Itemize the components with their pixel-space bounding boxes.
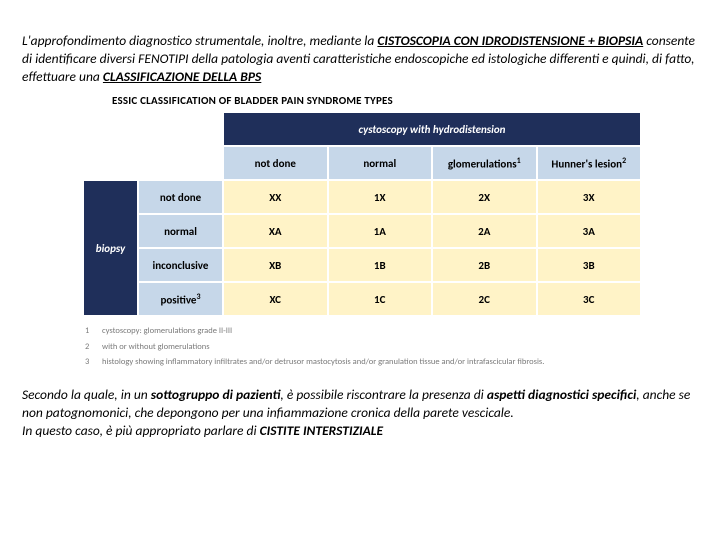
footnote-num: 3 (84, 356, 99, 369)
footnote-text: histology showing inflammatory infiltrat… (101, 356, 545, 369)
table-row: normal XA 1A 2A 3A (83, 214, 641, 248)
intro-emph-2: CLASSIFICAZIONE DELLA BPS (103, 68, 261, 85)
conclusion-b1: sottogruppo di pazienti (151, 386, 281, 403)
table-row: biopsy not done XX 1X 2X 3X (83, 180, 641, 214)
footnote-num: 1 (84, 325, 99, 338)
conclusion-mid: , è possibile riscontrare la presenza di (280, 386, 486, 403)
cell: 2B (432, 248, 537, 282)
cell: 1C (328, 282, 433, 316)
figure-title: ESSIC CLASSIFICATION OF BLADDER PAIN SYN… (112, 94, 698, 107)
table-row: cystoscopy with hydrodistension (83, 112, 641, 146)
table-row: not done normal glomerulations1 Hunner's… (83, 146, 641, 180)
cell: 2X (432, 180, 537, 214)
table-row: positive3 XC 1C 2C 3C (83, 282, 641, 316)
classification-table: cystoscopy with hydrodistension not done… (82, 111, 642, 317)
corner-blank (83, 146, 223, 180)
cell: 3C (537, 282, 642, 316)
footnote-text: with or without glomerulations (101, 341, 545, 354)
cell: 1X (328, 180, 433, 214)
cell: 1B (328, 248, 433, 282)
row-head-3: positive3 (138, 282, 223, 316)
row-head-2: inconclusive (138, 248, 223, 282)
side-header: biopsy (83, 180, 138, 316)
col-head-1: normal (328, 146, 433, 180)
footnote-text: cystoscopy: glomerulations grade II-III (101, 325, 545, 338)
cell: XC (223, 282, 328, 316)
cell: 1A (328, 214, 433, 248)
col-head-3: Hunner's lesion2 (537, 146, 642, 180)
table-row: inconclusive XB 1B 2B 3B (83, 248, 641, 282)
col-head-0: not done (223, 146, 328, 180)
cell: XA (223, 214, 328, 248)
classification-figure: cystoscopy with hydrodistension not done… (82, 111, 642, 317)
cell: XX (223, 180, 328, 214)
col-head-2: glomerulations1 (432, 146, 537, 180)
row-head-1: normal (138, 214, 223, 248)
footnote-num: 2 (84, 341, 99, 354)
cell: 3X (537, 180, 642, 214)
intro-text-pre: L'approfondimento diagnostico strumental… (22, 32, 377, 49)
intro-paragraph: L'approfondimento diagnostico strumental… (22, 32, 698, 87)
conclusion-line2-b: CISTITE INTERSTIZIALE (260, 422, 383, 439)
conclusion-line2-pre: In questo caso, è più appropriato parlar… (22, 422, 260, 439)
row-head-0: not done (138, 180, 223, 214)
cell: 2C (432, 282, 537, 316)
top-header: cystoscopy with hydrodistension (223, 112, 641, 146)
footnotes: 1cystoscopy: glomerulations grade II-III… (82, 323, 547, 371)
conclusion-pre: Secondo la quale, in un (22, 386, 151, 403)
cell: 3B (537, 248, 642, 282)
conclusion-paragraph: Secondo la quale, in un sottogruppo di p… (22, 386, 698, 441)
cell: 3A (537, 214, 642, 248)
corner-blank (83, 112, 223, 146)
cell: XB (223, 248, 328, 282)
intro-emph-1: CISTOSCOPIA CON IDRODISTENSIONE + BIOPSI… (377, 32, 643, 49)
conclusion-b2: aspetti diagnostici specifici (487, 386, 636, 403)
cell: 2A (432, 214, 537, 248)
